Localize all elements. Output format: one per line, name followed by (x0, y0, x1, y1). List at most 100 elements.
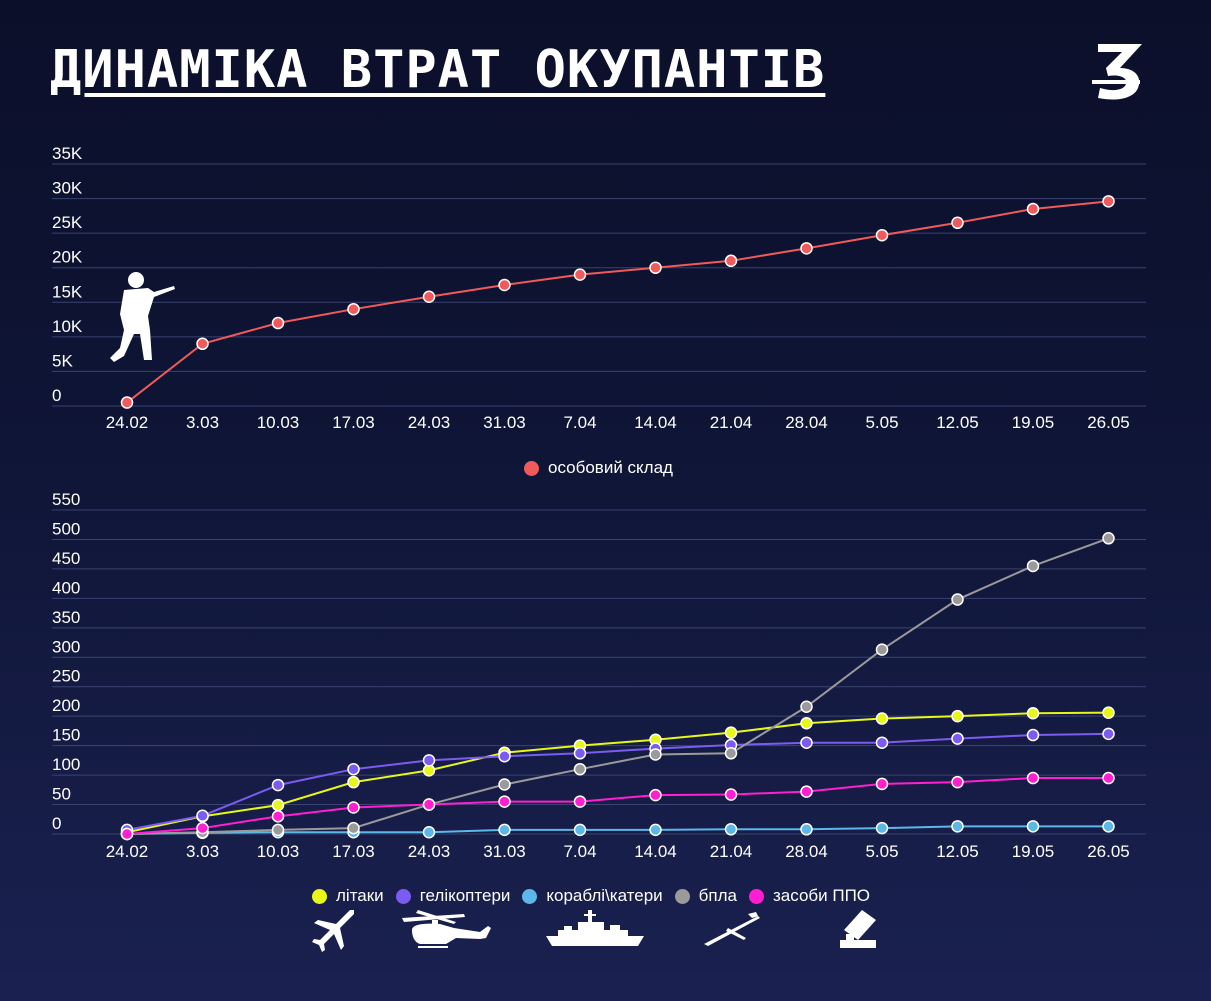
data-point (724, 823, 738, 836)
legend-swatch (524, 460, 539, 476)
legend-label: особовий склад (548, 458, 673, 477)
data-point (1026, 559, 1040, 573)
data-point (951, 216, 964, 230)
data-point (1026, 728, 1040, 742)
y-tick-label: 35K (52, 144, 83, 163)
data-point (422, 754, 436, 767)
x-tick-label: 26.05 (1087, 842, 1130, 861)
legend-item: засоби ППО (749, 886, 870, 906)
y-tick-label: 200 (52, 696, 80, 715)
data-point (875, 643, 889, 656)
data-point (498, 795, 511, 808)
logo-icon (1092, 44, 1142, 100)
data-point (573, 823, 587, 837)
legend-item: кораблі\катери (522, 886, 663, 906)
data-point (951, 775, 964, 789)
data-point (800, 785, 813, 798)
x-tick-label: 31.03 (483, 413, 526, 432)
series-line (126, 200, 1109, 404)
data-point (951, 820, 964, 833)
data-point (875, 228, 889, 242)
data-point (951, 732, 964, 745)
data-point (724, 254, 738, 268)
data-point (120, 396, 134, 409)
x-tick-label: 24.03 (408, 413, 451, 432)
soldier-icon (110, 272, 175, 362)
x-tick-label: 17.03 (332, 842, 375, 861)
data-point (347, 775, 360, 789)
data-point (573, 795, 587, 808)
x-tick-label: 24.03 (408, 842, 451, 861)
data-point (347, 762, 360, 776)
data-point (875, 777, 889, 791)
legend-label: кораблі\катери (546, 886, 663, 905)
data-point (271, 778, 285, 792)
y-tick-label: 10K (52, 317, 83, 336)
series-line (126, 777, 1109, 835)
x-tick-label: 14.04 (634, 842, 677, 861)
data-point (573, 762, 587, 776)
x-tick-label: 10.03 (257, 413, 300, 432)
data-point (649, 788, 662, 802)
x-tick-label: 19.05 (1012, 413, 1055, 432)
legend-label: літаки (336, 886, 384, 905)
data-point (724, 726, 738, 739)
drone-icon (704, 912, 760, 946)
data-point (724, 747, 738, 760)
y-tick-label: 20K (52, 248, 83, 267)
x-tick-label: 7.04 (563, 413, 596, 432)
helicopter-icon (402, 910, 491, 948)
data-point (1102, 820, 1115, 833)
data-point (347, 801, 360, 814)
data-point (649, 823, 662, 837)
data-point (800, 717, 813, 730)
data-point (724, 788, 738, 801)
y-tick-label: 550 (52, 490, 80, 509)
y-tick-label: 100 (52, 755, 80, 774)
data-point (1102, 706, 1115, 719)
data-point (196, 337, 209, 351)
legend-swatch (522, 888, 538, 904)
x-tick-label: 21.04 (710, 413, 753, 432)
x-tick-label: 26.05 (1087, 413, 1130, 432)
x-tick-label: 17.03 (332, 413, 375, 432)
x-tick-label: 31.03 (483, 842, 526, 861)
legend-item: бпла (674, 886, 737, 906)
data-point (1026, 820, 1040, 833)
data-point (422, 798, 436, 811)
legend-swatch (312, 888, 327, 904)
legend-item: гелікоптери (395, 886, 510, 906)
data-point (875, 712, 889, 725)
personnel-chart: 0 5K 10K 15K 20K 25K 30K 35K 24.02 3.03 10.03 17.03… (52, 144, 1146, 432)
series-line (126, 711, 1109, 834)
data-point (800, 242, 813, 255)
y-tick-label: 15K (52, 282, 83, 301)
y-tick-label: 25K (52, 213, 83, 232)
data-point (1102, 195, 1115, 208)
data-point (422, 290, 436, 304)
x-tick-label: 5.05 (865, 842, 898, 861)
equipment-chart: 0 50 100 150 200 250 300 350 400 450 500 550 24.02 3.… (52, 490, 1146, 861)
y-tick-label: 400 (52, 578, 80, 597)
x-tick-label: 7.04 (563, 842, 596, 861)
data-point (196, 809, 209, 822)
x-tick-label: 28.04 (785, 413, 828, 432)
data-point (498, 749, 511, 763)
data-point (1026, 706, 1040, 720)
x-tick-label: 12.05 (936, 413, 979, 432)
y-tick-label: 0 (52, 386, 61, 405)
series-line (126, 825, 1109, 835)
x-tick-label: 19.05 (1012, 842, 1055, 861)
ship-icon (546, 910, 644, 946)
data-point (498, 778, 511, 791)
y-tick-label: 5K (52, 351, 73, 370)
x-tick-label: 3.03 (186, 842, 219, 861)
data-point (271, 810, 285, 823)
x-tick-label: 28.04 (785, 842, 828, 861)
x-tick-label: 5.05 (865, 413, 898, 432)
x-tick-label: 12.05 (936, 842, 979, 861)
y-tick-label: 300 (52, 637, 80, 656)
airplane-icon (312, 910, 354, 952)
series-line (126, 537, 1109, 835)
y-tick-label: 0 (52, 814, 61, 833)
